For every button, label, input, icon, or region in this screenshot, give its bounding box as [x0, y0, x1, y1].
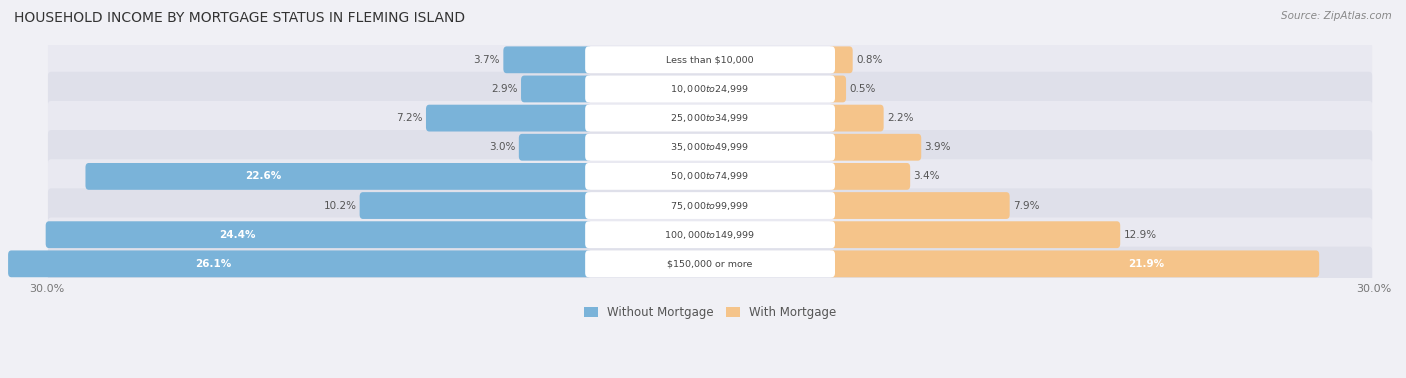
- FancyBboxPatch shape: [48, 246, 1372, 281]
- FancyBboxPatch shape: [828, 105, 883, 132]
- Legend: Without Mortgage, With Mortgage: Without Mortgage, With Mortgage: [579, 301, 841, 324]
- FancyBboxPatch shape: [585, 163, 835, 190]
- FancyBboxPatch shape: [828, 221, 1121, 248]
- Text: 3.9%: 3.9%: [925, 142, 950, 152]
- FancyBboxPatch shape: [828, 76, 846, 102]
- Text: 3.0%: 3.0%: [489, 142, 516, 152]
- Text: $150,000 or more: $150,000 or more: [668, 259, 752, 268]
- FancyBboxPatch shape: [585, 221, 835, 248]
- Text: 0.8%: 0.8%: [856, 55, 883, 65]
- FancyBboxPatch shape: [48, 72, 1372, 106]
- FancyBboxPatch shape: [585, 251, 835, 277]
- FancyBboxPatch shape: [828, 192, 1010, 219]
- FancyBboxPatch shape: [48, 159, 1372, 194]
- FancyBboxPatch shape: [48, 43, 1372, 77]
- Text: $75,000 to $99,999: $75,000 to $99,999: [671, 200, 749, 212]
- FancyBboxPatch shape: [585, 134, 835, 161]
- FancyBboxPatch shape: [503, 46, 592, 73]
- FancyBboxPatch shape: [360, 192, 592, 219]
- FancyBboxPatch shape: [828, 251, 1319, 277]
- Text: 7.9%: 7.9%: [1012, 201, 1039, 211]
- Text: 24.4%: 24.4%: [219, 230, 256, 240]
- Text: 22.6%: 22.6%: [246, 171, 281, 181]
- Text: 21.9%: 21.9%: [1129, 259, 1164, 269]
- Text: $10,000 to $24,999: $10,000 to $24,999: [671, 83, 749, 95]
- Text: 10.2%: 10.2%: [323, 201, 356, 211]
- FancyBboxPatch shape: [828, 46, 852, 73]
- Text: Source: ZipAtlas.com: Source: ZipAtlas.com: [1281, 11, 1392, 21]
- FancyBboxPatch shape: [522, 76, 592, 102]
- Text: $35,000 to $49,999: $35,000 to $49,999: [671, 141, 749, 153]
- FancyBboxPatch shape: [585, 76, 835, 102]
- Text: 3.4%: 3.4%: [914, 171, 941, 181]
- FancyBboxPatch shape: [48, 188, 1372, 223]
- Text: 7.2%: 7.2%: [396, 113, 423, 123]
- FancyBboxPatch shape: [585, 46, 835, 73]
- Text: Less than $10,000: Less than $10,000: [666, 55, 754, 64]
- Text: 26.1%: 26.1%: [195, 259, 232, 269]
- FancyBboxPatch shape: [8, 251, 592, 277]
- Text: HOUSEHOLD INCOME BY MORTGAGE STATUS IN FLEMING ISLAND: HOUSEHOLD INCOME BY MORTGAGE STATUS IN F…: [14, 11, 465, 25]
- FancyBboxPatch shape: [45, 221, 592, 248]
- Text: 3.7%: 3.7%: [474, 55, 501, 65]
- FancyBboxPatch shape: [519, 134, 592, 161]
- Text: 0.5%: 0.5%: [849, 84, 876, 94]
- Text: $100,000 to $149,999: $100,000 to $149,999: [665, 229, 755, 241]
- Text: $25,000 to $34,999: $25,000 to $34,999: [671, 112, 749, 124]
- Text: 2.9%: 2.9%: [491, 84, 517, 94]
- Text: 2.2%: 2.2%: [887, 113, 914, 123]
- Text: $50,000 to $74,999: $50,000 to $74,999: [671, 170, 749, 183]
- FancyBboxPatch shape: [48, 217, 1372, 252]
- FancyBboxPatch shape: [585, 105, 835, 132]
- Text: 12.9%: 12.9%: [1123, 230, 1157, 240]
- FancyBboxPatch shape: [86, 163, 592, 190]
- FancyBboxPatch shape: [48, 101, 1372, 135]
- FancyBboxPatch shape: [585, 192, 835, 219]
- FancyBboxPatch shape: [48, 130, 1372, 164]
- FancyBboxPatch shape: [828, 163, 910, 190]
- FancyBboxPatch shape: [828, 134, 921, 161]
- FancyBboxPatch shape: [426, 105, 592, 132]
